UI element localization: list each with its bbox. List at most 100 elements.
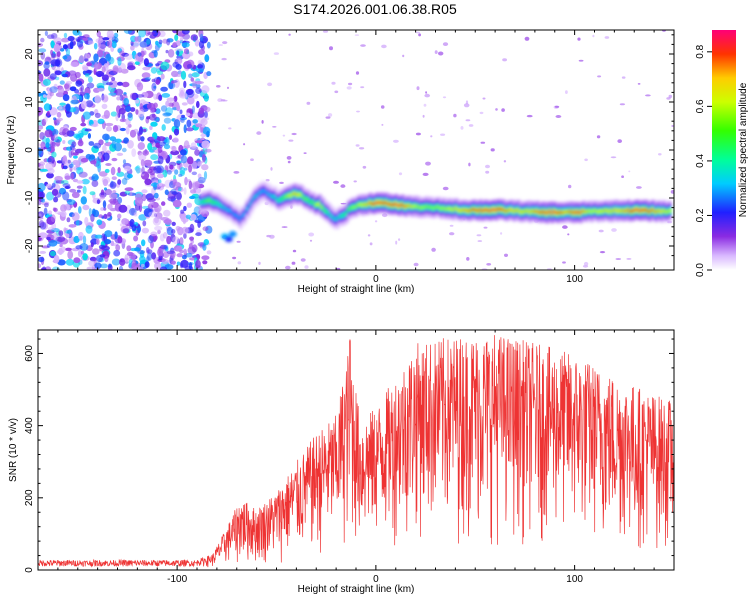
faint-speckle (504, 253, 508, 257)
ridge-mark (609, 208, 613, 212)
spectrogram-ridge (199, 180, 672, 243)
noise-speckle (154, 225, 163, 231)
noise-speckle (117, 236, 123, 244)
noise-speckle (139, 260, 147, 264)
noise-speckle (141, 263, 145, 268)
faint-speckle (285, 265, 291, 270)
noise-speckle (180, 149, 187, 156)
noise-speckle (104, 255, 109, 263)
noise-speckle (96, 49, 104, 58)
noise-speckle (43, 68, 51, 77)
faint-speckle (218, 44, 223, 46)
noise-speckle (53, 83, 58, 90)
noise-speckle (61, 37, 70, 43)
noise-speckle (61, 156, 68, 165)
faint-speckle (380, 105, 385, 109)
spectrogram-xlabel: Height of straight line (km) (298, 284, 415, 295)
noise-speckle (153, 50, 158, 58)
noise-speckle (72, 159, 80, 166)
noise-speckle (65, 258, 74, 266)
noise-speckle (123, 97, 129, 106)
noise-speckle (177, 70, 182, 75)
noise-speckle (188, 51, 194, 57)
noise-speckle (46, 148, 52, 152)
faint-speckle (465, 119, 471, 122)
noise-speckle (75, 219, 80, 226)
noise-speckle (201, 164, 209, 171)
noise-speckle (177, 187, 182, 192)
noise-speckle (186, 144, 191, 149)
noise-speckle (158, 182, 163, 187)
noise-speckle (144, 77, 151, 81)
noise-speckle (64, 230, 72, 234)
faint-speckle (668, 94, 673, 99)
noise-speckle (38, 92, 42, 97)
noise-speckle (173, 119, 181, 129)
noise-speckle (62, 94, 70, 102)
ridge-mark (644, 208, 648, 211)
snr-x-axis: -100 0 100 (57, 330, 675, 585)
colorbar-ticks: 0.0 0.2 0.4 0.6 0.8 (695, 44, 712, 277)
noise-speckle (81, 178, 90, 185)
noise-speckle (150, 231, 158, 237)
noise-speckle (38, 162, 41, 167)
noise-speckle (181, 114, 186, 118)
noise-speckle (76, 167, 82, 171)
noise-speckle (198, 49, 206, 55)
noise-speckle (56, 50, 61, 58)
noise-speckle (93, 42, 98, 50)
noise-speckle (94, 112, 101, 119)
faint-speckle (486, 263, 492, 266)
noise-speckle (175, 63, 182, 70)
noise-speckle (150, 67, 158, 74)
faint-speckle (440, 133, 446, 136)
noise-speckle (53, 117, 57, 121)
noise-speckle (38, 48, 47, 53)
noise-speckle (80, 122, 87, 127)
noise-speckle (87, 221, 94, 226)
faint-speckle (281, 226, 288, 228)
faint-speckle (267, 82, 273, 87)
noise-speckle (140, 172, 145, 177)
noise-speckle (103, 213, 108, 219)
faint-speckle (393, 139, 399, 143)
noise-speckle (138, 30, 146, 38)
noise-speckle (38, 182, 46, 192)
noise-speckle (94, 234, 103, 239)
faint-speckle (354, 34, 360, 36)
noise-speckle (146, 38, 151, 45)
faint-speckle (468, 162, 471, 167)
faint-speckle (449, 224, 454, 227)
noise-speckle (86, 82, 95, 89)
faint-speckle (340, 202, 347, 205)
noise-speckle (50, 59, 59, 67)
noise-speckle (82, 235, 87, 245)
noise-speckle (38, 263, 42, 269)
noise-speckle (119, 50, 125, 57)
noise-speckle (168, 134, 173, 140)
noise-speckle (161, 201, 166, 206)
noise-speckle (141, 166, 145, 175)
noise-speckle (160, 61, 170, 71)
noise-speckle (107, 212, 112, 217)
noise-speckle (60, 211, 67, 217)
noise-speckle (39, 250, 47, 254)
faint-speckle (442, 42, 449, 46)
noise-speckle (165, 100, 170, 107)
faint-speckle (434, 50, 438, 54)
noise-speckle (51, 182, 56, 188)
noise-speckle (206, 71, 212, 77)
noise-speckle (109, 80, 118, 88)
faint-speckle (359, 147, 365, 150)
faint-speckle (578, 59, 584, 62)
noise-speckle (91, 179, 99, 188)
ridge-mark (636, 208, 640, 211)
faint-speckle (325, 116, 331, 119)
colorbar-tick-label: 0.2 (695, 208, 706, 222)
spectrogram-x-axis: -100 0 100 (57, 30, 675, 285)
noise-speckle (46, 236, 51, 241)
noise-speckle (124, 165, 131, 172)
noise-speckle (164, 138, 169, 143)
noise-speckle (50, 40, 55, 49)
ridge-mark (547, 210, 551, 214)
